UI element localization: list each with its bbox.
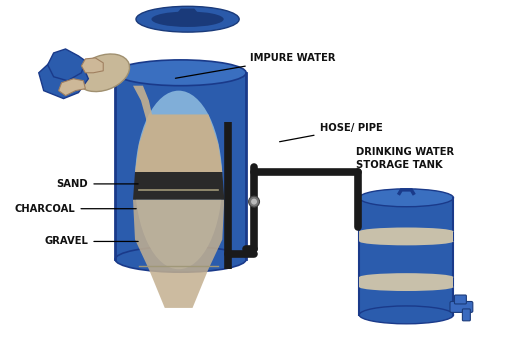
Ellipse shape — [136, 6, 239, 32]
Polygon shape — [81, 58, 103, 73]
Polygon shape — [133, 172, 224, 200]
Ellipse shape — [359, 283, 454, 291]
Ellipse shape — [135, 91, 222, 269]
Ellipse shape — [251, 198, 257, 205]
FancyBboxPatch shape — [359, 277, 454, 287]
Text: GRAVEL: GRAVEL — [45, 236, 138, 246]
Polygon shape — [135, 115, 222, 172]
Ellipse shape — [359, 273, 454, 281]
Polygon shape — [58, 79, 86, 96]
Ellipse shape — [152, 11, 224, 27]
Ellipse shape — [115, 246, 246, 272]
Ellipse shape — [359, 237, 454, 245]
Ellipse shape — [249, 196, 260, 207]
FancyBboxPatch shape — [359, 198, 454, 315]
Ellipse shape — [77, 54, 130, 92]
Ellipse shape — [115, 60, 246, 86]
Text: DRINKING WATER
STORAGE TANK: DRINKING WATER STORAGE TANK — [356, 147, 454, 170]
Polygon shape — [48, 49, 86, 81]
Ellipse shape — [359, 189, 454, 207]
Text: IMPURE WATER: IMPURE WATER — [176, 53, 335, 78]
Polygon shape — [39, 56, 89, 99]
FancyBboxPatch shape — [462, 309, 471, 321]
FancyBboxPatch shape — [115, 73, 246, 259]
FancyBboxPatch shape — [450, 301, 473, 312]
Polygon shape — [133, 86, 155, 140]
Text: HOSE/ PIPE: HOSE/ PIPE — [280, 123, 382, 142]
Text: SAND: SAND — [57, 179, 138, 189]
Ellipse shape — [359, 227, 454, 235]
FancyBboxPatch shape — [455, 295, 466, 304]
Polygon shape — [133, 200, 224, 308]
FancyBboxPatch shape — [359, 232, 454, 241]
Text: CHARCOAL: CHARCOAL — [15, 204, 136, 214]
Ellipse shape — [359, 306, 454, 324]
